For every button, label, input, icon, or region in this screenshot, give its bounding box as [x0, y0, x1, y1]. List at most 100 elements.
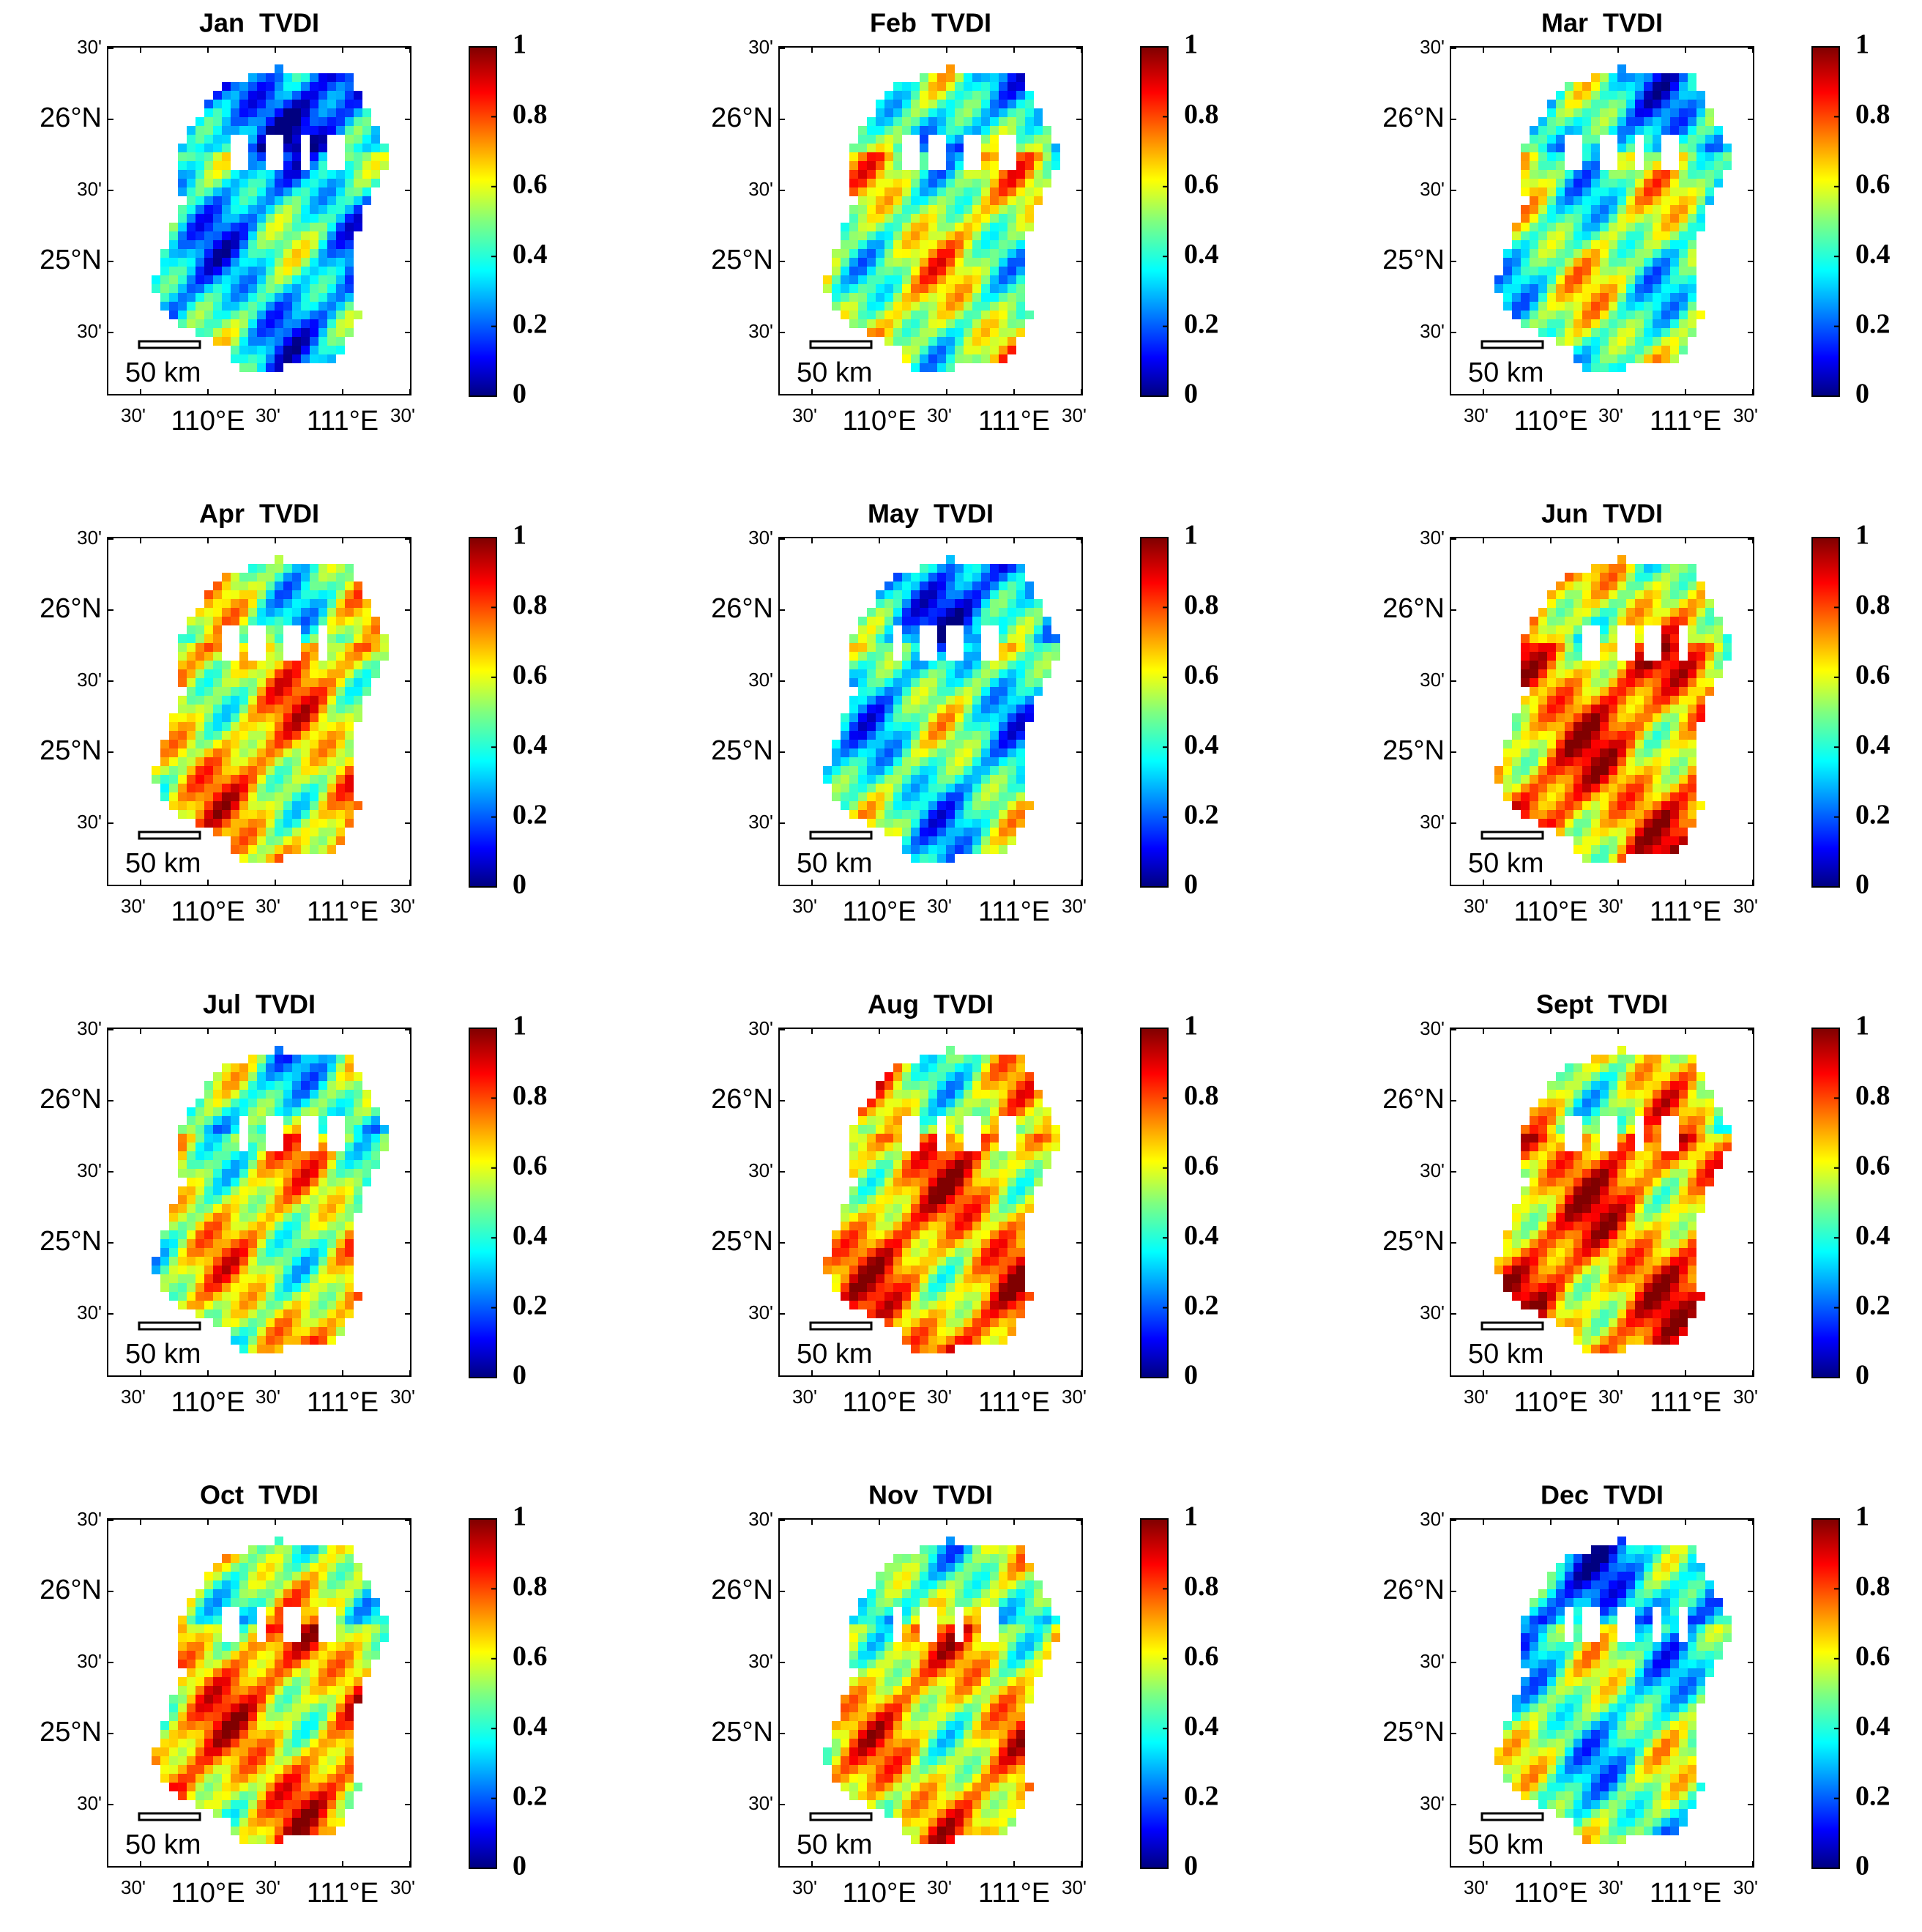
map-pixel: [911, 337, 920, 346]
map-pixel: [275, 311, 283, 319]
map-pixel: [1538, 117, 1547, 126]
map-pixel: [160, 775, 169, 784]
map-pixel: [1051, 152, 1060, 161]
map-pixel: [248, 573, 257, 582]
map-pixel: [1565, 311, 1573, 319]
map-pixel: [1025, 687, 1034, 696]
map-pixel: [1679, 126, 1688, 135]
map-pixel: [1512, 792, 1521, 801]
map-pixel: [1617, 249, 1626, 258]
map-pixel: [178, 249, 187, 258]
map-pixel: [911, 108, 920, 117]
map-pixel: [884, 617, 893, 625]
map-pixel: [1530, 766, 1538, 775]
map-pixel: [1016, 135, 1025, 144]
map-pixel: [1600, 582, 1609, 590]
map-pixel: [1679, 319, 1688, 328]
map-pixel: [867, 293, 876, 302]
map-pixel: [1025, 1099, 1034, 1107]
map-pixel: [239, 258, 248, 267]
map-pixel: [257, 669, 266, 678]
map-pixel: [832, 293, 841, 302]
map-pixel: [1688, 564, 1696, 573]
map-pixel: [336, 801, 345, 810]
map-pixel: [876, 319, 884, 328]
map-pixel: [187, 625, 195, 634]
map-pixel: [832, 748, 841, 757]
map-pixel: [832, 766, 841, 775]
map-pixel: [920, 231, 928, 240]
map-pixel: [187, 652, 195, 661]
map-pixel: [1547, 713, 1556, 722]
map-pixel: [920, 82, 928, 91]
map-pixel: [1538, 696, 1547, 705]
map-pixel: [946, 801, 955, 810]
map-pixel: [1626, 573, 1635, 582]
map-pixel: [187, 1143, 195, 1151]
map-pixel: [222, 1160, 231, 1169]
map-pixel: [937, 836, 946, 845]
map-pixel: [195, 1301, 204, 1309]
map-pixel: [867, 819, 876, 828]
map-pixel: [928, 249, 937, 258]
map-pixel: [310, 731, 319, 740]
map-pixel: [893, 135, 902, 144]
map-pixel: [213, 1134, 222, 1143]
lat-tick-label: 30': [748, 527, 773, 549]
map-pixel: [1512, 801, 1521, 810]
map-pixel: [972, 328, 981, 337]
map-pixel: [204, 293, 213, 302]
map-pixel: [955, 573, 964, 582]
lon-tick-label: 110°E: [171, 406, 245, 436]
map-pixel: [239, 687, 248, 696]
map-pixel: [1591, 337, 1600, 346]
map-pixel: [222, 1169, 231, 1178]
map-pixel: [1034, 608, 1043, 617]
map-pixel: [946, 590, 955, 599]
map-pixel: [1661, 625, 1670, 634]
map-pixel: [858, 696, 867, 705]
map-pixel: [858, 766, 867, 775]
map-pixel: [319, 819, 327, 828]
map-pixel: [972, 836, 981, 845]
map-pixel: [1644, 108, 1653, 117]
map-pixel: [248, 828, 257, 836]
map-pixel: [283, 740, 292, 748]
map-pixel: [876, 152, 884, 161]
map-pixel: [248, 179, 257, 187]
map-pixel: [920, 223, 928, 231]
map-pixel: [1530, 617, 1538, 625]
map-pixel: [937, 170, 946, 179]
map-pixel: [319, 1169, 327, 1178]
map-pixel: [1626, 617, 1635, 625]
map-pixel: [1670, 643, 1679, 652]
map-pixel: [327, 1151, 336, 1160]
map-pixel: [1617, 354, 1626, 363]
map-pixel: [169, 748, 178, 757]
map-pixel: [1600, 634, 1609, 643]
map-pixel: [1512, 249, 1521, 258]
map-pixel: [858, 634, 867, 643]
map-pixel: [1688, 144, 1696, 152]
map-pixel: [187, 161, 195, 170]
map-pixel: [1653, 573, 1661, 582]
map-pixel: [336, 1222, 345, 1230]
map-pixel: [204, 187, 213, 196]
map-pixel: [239, 249, 248, 258]
map-pixel: [354, 1143, 362, 1151]
map-pixel: [354, 652, 362, 661]
map-pixel: [301, 249, 310, 258]
map-pixel: [345, 819, 354, 828]
map-pixel: [1670, 652, 1679, 661]
map-pixel: [911, 187, 920, 196]
map-pixel: [1007, 757, 1016, 766]
map-pixel: [990, 748, 999, 757]
map-pixel: [301, 187, 310, 196]
map-pixel: [275, 179, 283, 187]
scale-bar-label: 50 km: [797, 848, 872, 879]
map-pixel: [222, 258, 231, 267]
map-pixel: [371, 1143, 380, 1151]
map-pixel: [990, 828, 999, 836]
map-pixel: [327, 836, 336, 845]
map-pixel: [841, 731, 849, 740]
